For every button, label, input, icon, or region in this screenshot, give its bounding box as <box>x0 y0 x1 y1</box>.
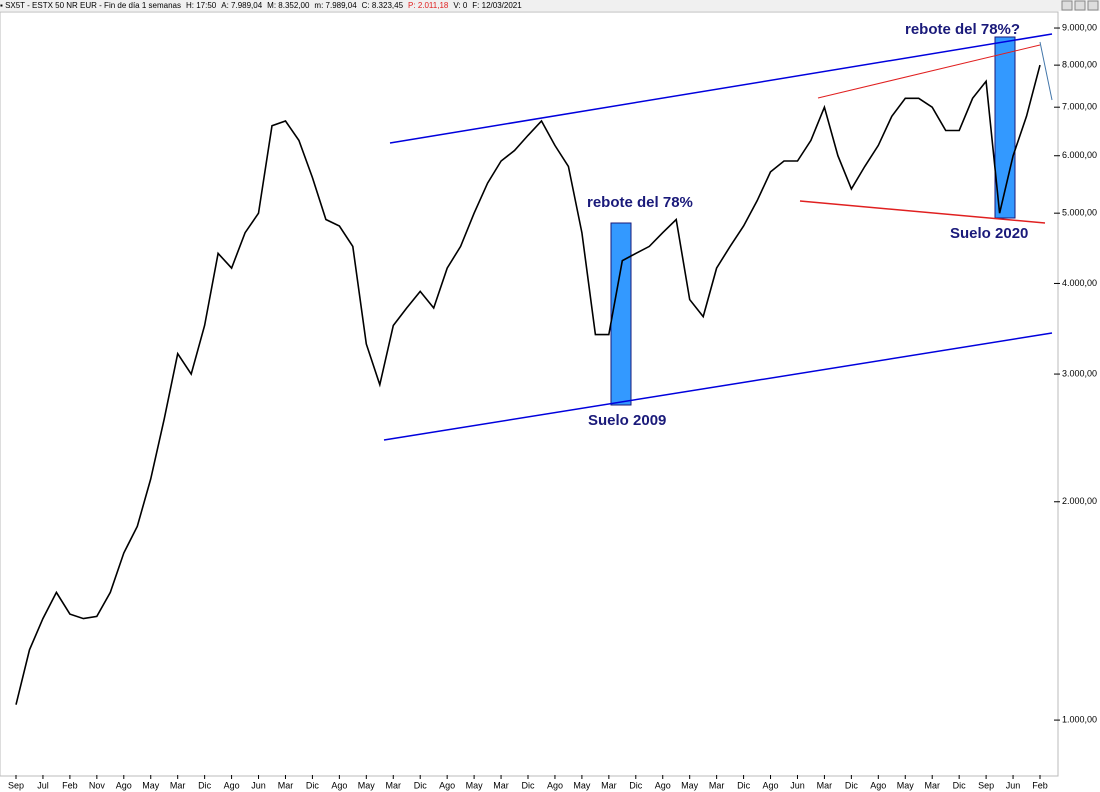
arrow <box>1039 41 1053 101</box>
trend-line <box>817 44 1041 99</box>
y-tick-label: 5.000,00 <box>1062 208 1097 218</box>
trend-line <box>383 332 1053 441</box>
x-tick-label: Mar <box>386 780 402 790</box>
header-field: m: 7.989,04 <box>314 1 357 10</box>
x-tick-label: Ago <box>116 780 132 790</box>
x-tick-label: Dic <box>953 780 966 790</box>
header-field: V: 0 <box>453 1 468 10</box>
trend-line <box>799 200 1046 224</box>
x-tick-label: Ago <box>655 780 671 790</box>
x-tick-label: Mar <box>170 780 186 790</box>
y-tick-label: 1.000,00 <box>1062 714 1097 724</box>
x-tick-label: Mar <box>493 780 509 790</box>
header-field: H: 17:50 <box>185 1 217 10</box>
x-tick-label: Dic <box>306 780 319 790</box>
x-tick-label: Mar <box>278 780 294 790</box>
header-bar: ▪ SX5T - ESTX 50 NR EUR - Fin de día 1 s… <box>0 0 1100 11</box>
x-tick-label: Ago <box>331 780 347 790</box>
annotation: Suelo 2020 <box>950 225 1028 242</box>
x-tick-label: Jun <box>251 780 266 790</box>
x-tick-label: Feb <box>62 780 78 790</box>
annotation: rebote del 78%? <box>905 21 1020 38</box>
x-tick-label: Feb <box>1032 780 1048 790</box>
x-tick-label: Jun <box>790 780 805 790</box>
price-line <box>15 64 1041 705</box>
y-tick-label: 2.000,00 <box>1062 496 1097 506</box>
x-tick-label: May <box>466 780 484 790</box>
highlight-box <box>610 222 632 406</box>
y-tick-label: 8.000,00 <box>1062 60 1097 70</box>
y-tick-label: 3.000,00 <box>1062 368 1097 378</box>
x-tick-label: Ago <box>763 780 779 790</box>
header-field: A: 7.989,04 <box>221 1 263 10</box>
x-tick-label: May <box>358 780 376 790</box>
y-tick-label: 6.000,00 <box>1062 150 1097 160</box>
x-tick-label: Jun <box>1006 780 1021 790</box>
x-tick-label: Sep <box>978 780 994 790</box>
x-tick-label: May <box>897 780 915 790</box>
button[interactable] <box>1087 0 1099 11</box>
x-tick-label: Mar <box>601 780 617 790</box>
header-field: C: 8.323,45 <box>361 1 404 10</box>
x-tick-label: Mar <box>709 780 725 790</box>
x-tick-label: May <box>573 780 591 790</box>
window-buttons[interactable] <box>1061 0 1099 11</box>
x-tick-label: Ago <box>439 780 455 790</box>
x-tick-label: Dic <box>198 780 211 790</box>
x-tick-label: Mar <box>924 780 940 790</box>
y-tick-label: 4.000,00 <box>1062 278 1097 288</box>
x-tick-label: Nov <box>89 780 106 790</box>
trend-line <box>389 33 1053 144</box>
header-field: P: 2.011,18 <box>408 1 449 10</box>
annotation: Suelo 2009 <box>588 412 666 429</box>
header-field: F: 12/03/2021 <box>472 1 522 10</box>
x-tick-label: Dic <box>629 780 642 790</box>
y-tick-label: 9.000,00 <box>1062 22 1097 32</box>
annotation: rebote del 78% <box>587 194 693 211</box>
x-tick-label: Jul <box>37 780 49 790</box>
x-tick-label: Dic <box>522 780 535 790</box>
x-tick-label: Dic <box>845 780 858 790</box>
x-tick-label: Sep <box>8 780 24 790</box>
header-field: SX5T - ESTX 50 NR EUR - Fin de día 1 sem… <box>5 1 181 10</box>
highlight-box <box>994 36 1016 219</box>
x-tick-label: Ago <box>224 780 240 790</box>
x-tick-label: Ago <box>547 780 563 790</box>
x-tick-label: May <box>142 780 160 790</box>
x-tick-label: Dic <box>737 780 750 790</box>
header-field: M: 8.352,00 <box>267 1 310 10</box>
x-tick-label: May <box>681 780 699 790</box>
x-tick-label: Ago <box>870 780 886 790</box>
x-tick-label: Dic <box>414 780 427 790</box>
plot-area <box>0 11 1059 777</box>
y-tick-label: 7.000,00 <box>1062 102 1097 112</box>
button[interactable] <box>1074 0 1086 11</box>
button[interactable] <box>1061 0 1073 11</box>
x-tick-label: Mar <box>817 780 833 790</box>
